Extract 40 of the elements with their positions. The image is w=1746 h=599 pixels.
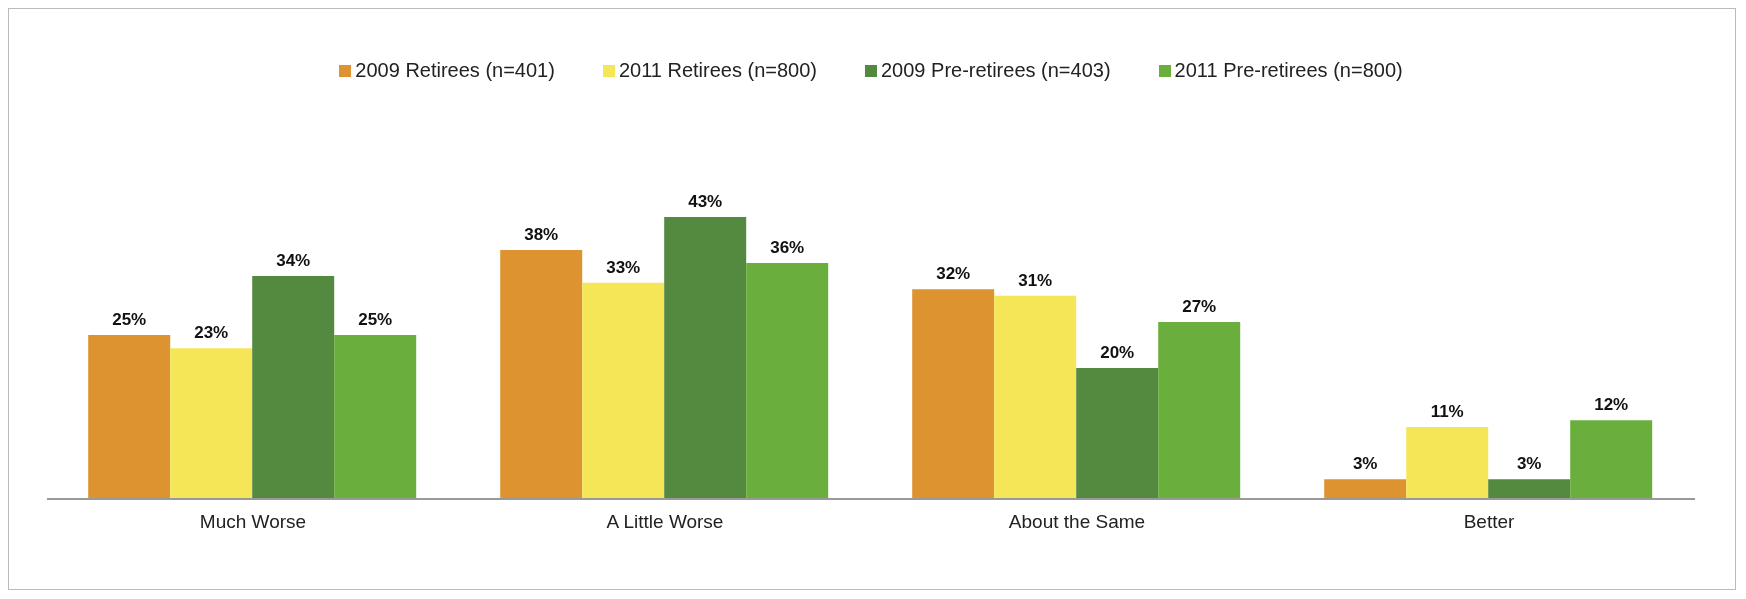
bar <box>746 262 829 499</box>
data-label: 25% <box>358 310 393 330</box>
x-tick-label: About the Same <box>1008 511 1146 533</box>
bar <box>1076 367 1159 499</box>
bar <box>170 348 253 499</box>
bar <box>500 249 583 499</box>
bar <box>1158 322 1241 499</box>
bar <box>664 217 747 499</box>
bar <box>252 276 335 499</box>
data-label: 31% <box>1018 270 1053 290</box>
legend-label: 2009 Retirees (n=401) <box>354 59 555 82</box>
data-label: 34% <box>276 251 311 271</box>
bar <box>1406 426 1489 499</box>
bar <box>334 335 417 499</box>
x-tick-label: A Little Worse <box>606 511 724 533</box>
data-label: 25% <box>112 310 147 330</box>
legend-label: 2009 Pre-retirees (n=403) <box>880 59 1111 82</box>
data-label: 12% <box>1594 395 1629 415</box>
data-label: 3% <box>1352 454 1378 474</box>
x-tick-label: Better <box>1463 511 1516 533</box>
data-label: 3% <box>1516 454 1542 474</box>
data-label: 36% <box>770 237 805 257</box>
legend-label: 2011 Pre-retirees (n=800) <box>1173 59 1403 82</box>
bar <box>1324 479 1407 499</box>
bar <box>582 282 665 499</box>
data-label: 43% <box>688 192 723 212</box>
bar <box>1488 479 1571 499</box>
data-label: 38% <box>524 224 559 244</box>
bar <box>88 335 171 499</box>
bar <box>994 295 1077 499</box>
bar <box>1570 420 1653 499</box>
data-label: 32% <box>936 264 971 284</box>
data-label: 23% <box>194 323 229 343</box>
data-label: 33% <box>606 257 641 277</box>
bar <box>912 289 995 499</box>
legend-label: 2011 Retirees (n=800) <box>617 59 817 82</box>
x-tick-label: Much Worse <box>199 511 307 533</box>
data-label: 11% <box>1430 401 1464 421</box>
data-label: 27% <box>1182 297 1217 316</box>
data-label: 20% <box>1100 342 1135 362</box>
